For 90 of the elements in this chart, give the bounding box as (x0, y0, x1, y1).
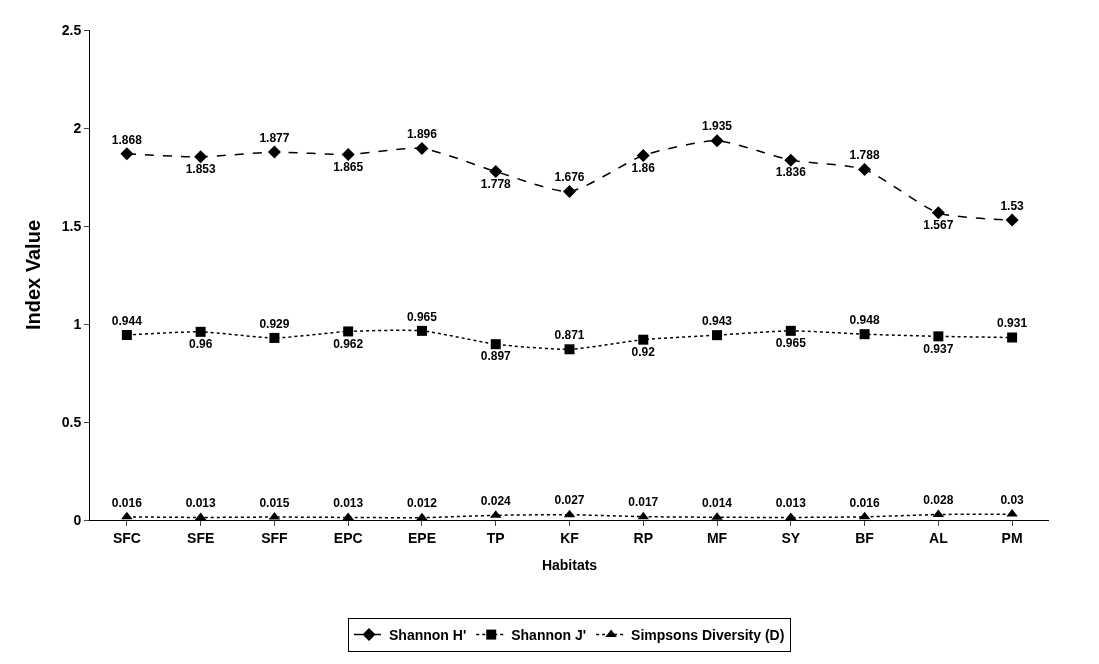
point (121, 329, 132, 340)
y-tick-label: 1 (73, 315, 82, 332)
point (564, 344, 575, 355)
data-label: 0.028 (923, 493, 954, 508)
point (195, 326, 206, 337)
data-label: 0.013 (185, 496, 216, 511)
data-label: 1.877 (259, 130, 290, 145)
y-tick-label: 0.5 (61, 413, 82, 430)
x-tick-label: MF (706, 529, 728, 546)
point (194, 150, 208, 164)
legend-label: Shannon J' (511, 627, 587, 644)
data-label: 0.015 (259, 495, 290, 510)
x-tick-label: SFF (261, 529, 289, 546)
data-label: 0.948 (849, 312, 880, 327)
data-label: 1.853 (185, 162, 216, 177)
x-tick-label: AL (929, 529, 949, 546)
point (267, 145, 281, 159)
point (490, 339, 501, 350)
data-label: 0.962 (333, 336, 364, 351)
point (563, 185, 576, 198)
data-label: 0.017 (628, 495, 659, 510)
point (638, 334, 649, 345)
data-label: 1.53 (1000, 198, 1025, 213)
data-label: 0.937 (923, 341, 954, 356)
point (489, 165, 503, 179)
data-label: 0.931 (997, 316, 1028, 331)
data-label: 0.92 (631, 344, 656, 359)
legend-label: Simpsons Diversity (D) (631, 627, 785, 644)
data-label: 0.016 (111, 495, 143, 510)
data-label: 1.896 (406, 127, 438, 142)
x-tick-label: EPC (333, 529, 363, 546)
point (1007, 332, 1018, 343)
point (416, 325, 427, 336)
point (712, 330, 723, 341)
x-tick-label: SFC (112, 529, 141, 546)
data-label: 1.865 (333, 159, 364, 174)
data-label: 0.03 (1000, 492, 1025, 507)
point (343, 326, 354, 337)
x-tick-label: BF (855, 529, 875, 546)
data-label: 0.871 (554, 328, 585, 343)
data-label: 0.965 (775, 336, 807, 351)
point (120, 147, 134, 161)
x-tick-label: PM (1001, 529, 1023, 546)
data-label: 1.935 (702, 119, 733, 134)
x-tick-label: TP (486, 529, 505, 546)
point (859, 329, 870, 340)
point (416, 512, 428, 521)
data-label: 0.943 (702, 313, 733, 328)
x-tick-label: KF (560, 529, 580, 546)
data-label: 0.96 (188, 337, 213, 352)
data-label: 1.868 (111, 132, 143, 147)
point (710, 134, 724, 148)
y-tick-label: 1.5 (61, 217, 82, 234)
point (415, 141, 429, 155)
point (784, 153, 798, 167)
data-label: 0.012 (406, 496, 438, 511)
data-label: 1.567 (923, 218, 954, 233)
y-tick-label: 2.5 (61, 21, 82, 38)
x-tick-label: SFE (187, 529, 215, 546)
x-tick-label: EPE (407, 529, 436, 546)
data-label: 0.016 (849, 495, 880, 510)
x-axis-title: Habitats (541, 557, 598, 574)
point (269, 332, 280, 343)
point (636, 148, 650, 162)
data-label: 0.944 (111, 313, 143, 328)
data-label: 1.836 (775, 165, 807, 180)
data-label: 1.778 (480, 176, 512, 191)
data-label: 0.024 (480, 494, 512, 509)
data-label: 1.676 (554, 170, 585, 185)
y-tick-label: 0 (73, 511, 82, 528)
data-label: 0.013 (333, 496, 364, 511)
y-axis-title: Index Value (22, 219, 45, 331)
data-label: 0.014 (702, 496, 733, 511)
x-tick-label: SY (781, 529, 801, 546)
y-tick-label: 2 (73, 119, 82, 136)
legend-label: Shannon H' (389, 627, 467, 644)
point (933, 331, 944, 342)
point (858, 163, 872, 177)
data-label: 1.86 (631, 160, 656, 175)
data-label: 0.027 (554, 493, 585, 508)
point (931, 206, 945, 220)
data-label: 0.929 (259, 316, 290, 331)
data-label: 0.013 (775, 496, 807, 511)
data-label: 0.965 (406, 309, 438, 324)
data-label: 0.897 (480, 349, 512, 364)
x-tick-label: RP (633, 529, 653, 546)
point (341, 147, 355, 161)
point (1005, 213, 1019, 227)
data-label: 1.788 (849, 148, 880, 163)
point (785, 325, 796, 336)
